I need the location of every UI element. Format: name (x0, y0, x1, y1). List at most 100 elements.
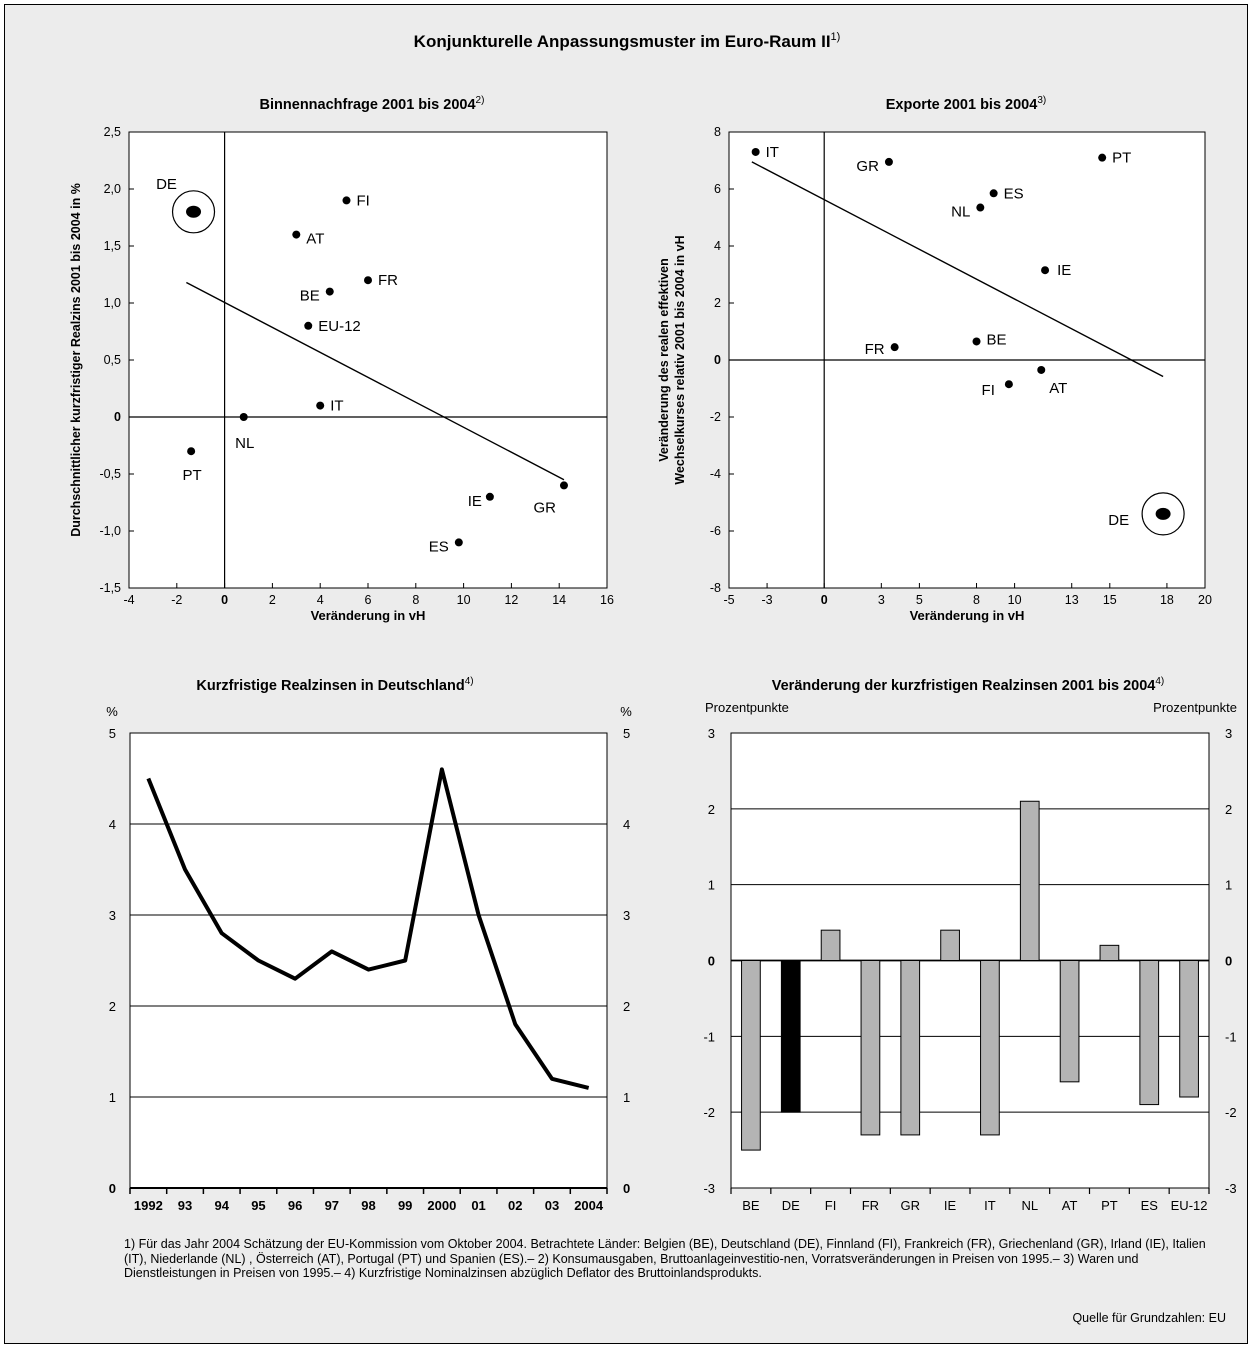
point-label-ie: IE (1057, 262, 1071, 279)
data-point-eu-12 (304, 321, 313, 330)
point-label-pt: PT (1112, 150, 1131, 167)
point-label-nl: NL (951, 204, 970, 221)
chart3-title: Kurzfristige Realzinsen in Deutschland4) (196, 676, 473, 694)
y-tick-label-right: 0 (1225, 954, 1232, 969)
point-label-at: AT (306, 231, 324, 248)
bar-de (780, 960, 801, 1113)
x-tick-label: IE (944, 1198, 957, 1213)
x-axis-label: Veränderung in vH (311, 608, 426, 623)
y-tick-label: 1,5 (104, 239, 121, 253)
x-tick-label: -2 (171, 593, 182, 607)
y-tick-label-right: 3 (623, 908, 630, 923)
data-point-at (1037, 365, 1046, 374)
data-point-pt (187, 447, 196, 456)
point-label-eu-12: EU-12 (318, 318, 361, 335)
data-point-at (292, 230, 301, 239)
data-point-de (186, 205, 202, 218)
x-tick-label: IT (984, 1198, 996, 1213)
y-tick-label: -0,5 (99, 467, 121, 481)
y-tick-label: 2 (714, 296, 721, 310)
chart1-title-text: Binnennachfrage 2001 bis 2004 (260, 97, 476, 113)
y-tick-label: 0,5 (104, 353, 121, 367)
data-point-fr (364, 276, 372, 285)
x-tick-label: 03 (545, 1198, 559, 1213)
data-point-es (454, 538, 463, 547)
data-point-be (972, 337, 981, 346)
x-tick-label: -3 (762, 593, 773, 607)
chart4-title-note: 4) (1155, 676, 1164, 687)
bar-eu-12 (1179, 960, 1199, 1098)
x-tick-label: FI (825, 1198, 837, 1213)
y-tick-label: 0 (114, 410, 121, 424)
y-tick-label-left: 1 (708, 878, 715, 893)
x-tick-label: PT (1101, 1198, 1118, 1213)
point-label-at: AT (1049, 380, 1067, 397)
plot-area (129, 732, 608, 1189)
y-tick-label-left: 0 (708, 954, 715, 969)
point-label-it: IT (330, 398, 343, 415)
point-label-es: ES (1004, 185, 1024, 202)
data-point-nl (239, 413, 248, 421)
trend-line (186, 281, 565, 481)
x-tick-label: 8 (412, 593, 419, 607)
data-point-ie (1041, 266, 1050, 275)
y-tick-label-right: 1 (1225, 878, 1232, 893)
x-tick-label: 1992 (134, 1198, 163, 1213)
y-axis-label: Durchschnittlicher kurzfristiger Realzin… (69, 183, 83, 537)
y-tick-label-left: -1 (703, 1029, 715, 1044)
x-tick-label: 99 (398, 1198, 412, 1213)
x-tick-label: DE (782, 1198, 800, 1213)
x-tick-label: 3 (878, 593, 885, 607)
x-tick-label: 15 (1103, 593, 1117, 607)
figure-title: Konjunkturelle Anpassungsmuster im Euro-… (414, 31, 841, 51)
y-tick-label-left: 4 (109, 817, 116, 832)
chart1-title-note: 2) (476, 95, 485, 106)
chart2-title-text: Exporte 2001 bis 2004 (886, 97, 1038, 113)
point-label-es: ES (429, 538, 449, 555)
x-tick-label: 93 (178, 1198, 192, 1213)
y-tick-label-right: 4 (623, 817, 630, 832)
y-tick-label-left: 2 (708, 802, 715, 817)
series-line-realzinsen (146, 767, 590, 1090)
x-tick-label: 20 (1198, 593, 1212, 607)
point-label-fr: FR (865, 341, 885, 358)
point-label-fi: FI (356, 192, 369, 209)
y-tick-label-left: -2 (703, 1105, 715, 1120)
x-tick-label: 0 (821, 593, 828, 607)
y-tick-label: -4 (710, 467, 721, 481)
point-label-ie: IE (468, 493, 482, 510)
chart4-title-text: Veränderung der kurzfristigen Realzinsen… (772, 678, 1156, 694)
source-note: Quelle für Grundzahlen: EU (1072, 1311, 1226, 1325)
chart2-title-note: 3) (1037, 95, 1046, 106)
y-tick-label: 8 (714, 125, 721, 139)
chart2-title: Exporte 2001 bis 20043) (886, 95, 1046, 113)
point-label-nl: NL (235, 435, 254, 452)
data-point-pt (1098, 153, 1107, 162)
chart-binnennachfrage: Binnennachfrage 2001 bis 20042) -4 -2 0 2 4 6 8… (69, 95, 614, 623)
y-tick-label-right: 0 (623, 1181, 630, 1196)
y-tick-label-left: 3 (109, 908, 116, 923)
chart3-title-note: 4) (465, 676, 474, 687)
y-unit-right: % (620, 704, 632, 719)
point-label-be: BE (987, 331, 1007, 348)
bar-it (980, 960, 1000, 1136)
point-label-gr: GR (856, 158, 879, 175)
bar-at (1059, 960, 1080, 1083)
chart-realzinsen-veraenderung: Veränderung der kurzfristigen Realzinsen… (703, 676, 1237, 1213)
y-tick-label: 1,0 (104, 296, 121, 310)
point-label-fr: FR (378, 272, 398, 289)
chart4-title: Veränderung der kurzfristigen Realzinsen… (772, 676, 1165, 694)
data-point-gr (559, 481, 568, 490)
point-label-pt: PT (183, 467, 202, 484)
x-tick-label: EU-12 (1171, 1198, 1208, 1213)
y-tick-label: -6 (710, 524, 721, 538)
bar-be (741, 960, 761, 1151)
x-tick-label: 13 (1065, 593, 1079, 607)
bar-pt (1099, 944, 1120, 961)
x-tick-label: NL (1021, 1198, 1038, 1213)
footnote: 1) Für das Jahr 2004 Schätzung der EU-Ko… (124, 1237, 1206, 1280)
x-tick-label: 2000 (427, 1198, 456, 1213)
x-tick-label: -5 (723, 593, 734, 607)
bar-fi (820, 929, 841, 962)
trend-line (751, 161, 1164, 378)
